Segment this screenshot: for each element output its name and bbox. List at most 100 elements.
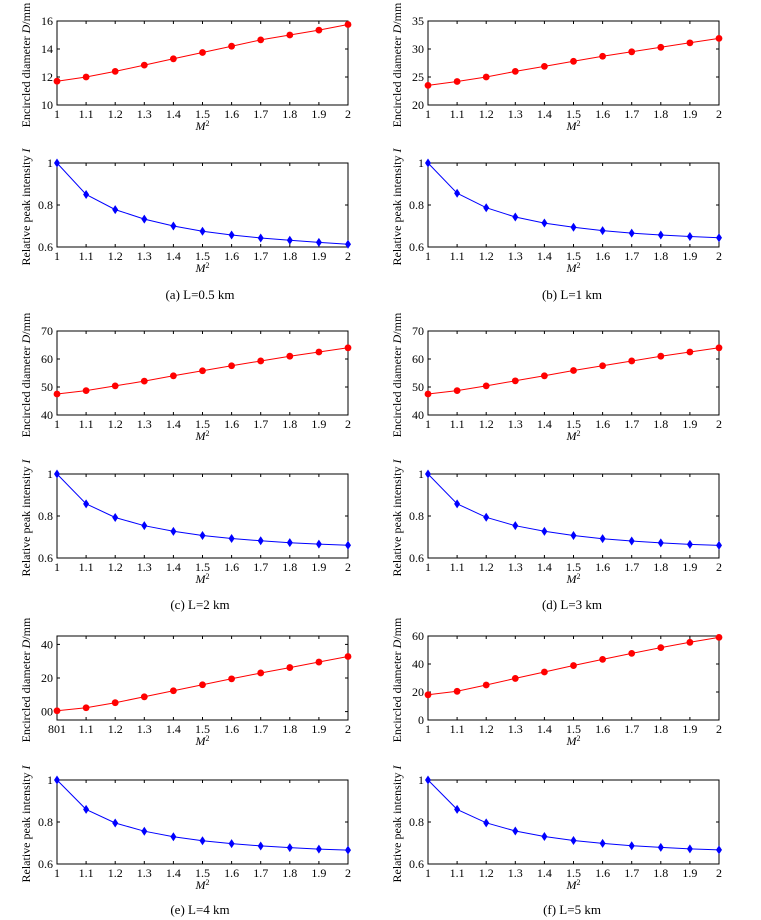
data-point xyxy=(199,531,206,541)
x-tick-label: 1 xyxy=(54,249,60,263)
data-point xyxy=(599,52,606,60)
x-tick-label: 1.9 xyxy=(311,249,326,263)
data-point xyxy=(257,536,264,546)
data-point xyxy=(286,31,294,39)
x-tick-label: 1.2 xyxy=(108,107,123,121)
y-tick-label: 0.6 xyxy=(409,857,424,871)
data-point xyxy=(541,526,548,536)
chart-d-top: 1 1.1 1.2 1.3 1.4 1.5 1.6 1.7 1.8 1.9 2 40 50 60 70 M2 E… xyxy=(390,312,723,443)
plot-area-frame xyxy=(56,20,349,106)
x-tick-label: 801 xyxy=(48,722,66,736)
caption-a: (a) L=0.5 km xyxy=(165,287,234,302)
x-tick-label: 1.9 xyxy=(311,417,326,431)
y-tick-label: 20 xyxy=(412,98,424,112)
data-point xyxy=(53,77,61,85)
x-tick-label: 1.9 xyxy=(682,560,697,574)
chart-e-top: 801 1.1 1.2 1.3 1.4 1.5 1.6 1.7 1.8 1.9 2 00 20 40 M2 E… xyxy=(19,617,352,749)
data-point xyxy=(686,232,693,241)
plot-area-frame xyxy=(56,779,349,865)
data-point xyxy=(228,533,235,543)
y-axis-label: Encircled diameter D/mm xyxy=(390,2,404,127)
data-point xyxy=(628,48,636,56)
x-tick-label: 1.3 xyxy=(137,866,152,880)
data-point xyxy=(425,158,431,168)
x-axis-label: M2 xyxy=(195,878,210,893)
y-tick-label: 0.6 xyxy=(38,857,53,871)
x-axis-label: M2 xyxy=(566,734,581,749)
plot-area-frame xyxy=(427,162,720,248)
data-point xyxy=(715,34,723,42)
data-point xyxy=(228,230,235,240)
data-point xyxy=(453,78,461,85)
data-point xyxy=(83,190,90,199)
y-tick-label: 50 xyxy=(412,380,424,394)
data-point xyxy=(228,839,235,849)
x-axis-label: M2 xyxy=(195,734,210,749)
y-axis-label: Relative peak intensity I xyxy=(19,459,33,577)
x-tick-label: 1.6 xyxy=(595,722,610,736)
x-tick-label: 1.1 xyxy=(450,417,465,431)
x-tick-label: 1.2 xyxy=(479,560,494,574)
chart-b-bottom: 1 1.1 1.2 1.3 1.4 1.5 1.6 1.7 1.8 1.9 2 0.6 0.8 1 M2 Re… xyxy=(390,148,722,275)
y-tick-label: 0.8 xyxy=(38,198,53,212)
y-tick-label: 10 xyxy=(41,98,53,112)
x-tick-label: 1.4 xyxy=(166,722,181,736)
data-point xyxy=(111,68,119,75)
data-point xyxy=(657,842,664,852)
data-point xyxy=(170,372,177,380)
data-point xyxy=(657,230,664,240)
y-axis-label: Encircled diameter D/mm xyxy=(19,2,33,127)
x-tick-label: 1.6 xyxy=(224,249,239,263)
x-tick-label: 2 xyxy=(716,107,722,121)
x-tick-label: 1.7 xyxy=(253,417,268,431)
data-point xyxy=(425,469,431,479)
y-axis-label: Relative peak intensity I xyxy=(390,765,404,883)
caption-c: (c) L=2 km xyxy=(170,597,229,612)
x-tick-label: 1.6 xyxy=(595,107,610,121)
x-tick-label: 1.2 xyxy=(479,417,494,431)
y-tick-label: 50 xyxy=(41,380,53,394)
x-tick-label: 1.5 xyxy=(566,249,581,263)
x-tick-label: 2 xyxy=(345,560,351,574)
x-tick-label: 1.7 xyxy=(624,417,639,431)
x-tick-label: 1.2 xyxy=(479,866,494,880)
x-tick-label: 1.4 xyxy=(166,249,181,263)
x-tick-label: 1.7 xyxy=(624,107,639,121)
plot-area-frame xyxy=(427,473,720,559)
x-tick-label: 1.1 xyxy=(79,560,94,574)
x-tick-label: 2 xyxy=(345,866,351,880)
x-tick-label: 1.9 xyxy=(311,560,326,574)
x-tick-label: 1.5 xyxy=(195,866,210,880)
y-tick-label: 60 xyxy=(412,352,424,366)
x-tick-label: 1.8 xyxy=(282,866,297,880)
x-tick-label: 1.3 xyxy=(508,866,523,880)
data-point xyxy=(170,526,177,536)
y-axis-label: Relative peak intensity I xyxy=(19,765,33,883)
x-tick-label: 2 xyxy=(716,722,722,736)
x-tick-label: 1.4 xyxy=(166,417,181,431)
x-tick-label: 2 xyxy=(345,249,351,263)
x-tick-label: 1.7 xyxy=(624,722,639,736)
data-point xyxy=(599,655,606,663)
data-point xyxy=(344,21,352,28)
data-point xyxy=(628,841,635,851)
x-tick-label: 1.9 xyxy=(682,107,697,121)
data-point xyxy=(570,531,577,541)
data-point xyxy=(53,390,61,398)
y-tick-label: 12 xyxy=(41,70,53,84)
data-point xyxy=(140,693,148,701)
y-tick-label: 40 xyxy=(41,408,53,422)
data-point xyxy=(257,36,265,44)
x-tick-label: 1 xyxy=(425,249,431,263)
chart-c-top: 1 1.1 1.2 1.3 1.4 1.5 1.6 1.7 1.8 1.9 2 40 50 60 70 M2 E… xyxy=(19,312,352,443)
data-point xyxy=(511,68,519,75)
data-point xyxy=(257,233,264,243)
data-point xyxy=(511,675,519,682)
data-point xyxy=(716,233,722,243)
x-tick-label: 1.1 xyxy=(450,722,465,736)
x-tick-label: 1.1 xyxy=(79,866,94,880)
data-point xyxy=(715,344,723,352)
data-point xyxy=(483,512,490,522)
x-tick-label: 1.3 xyxy=(508,722,523,736)
